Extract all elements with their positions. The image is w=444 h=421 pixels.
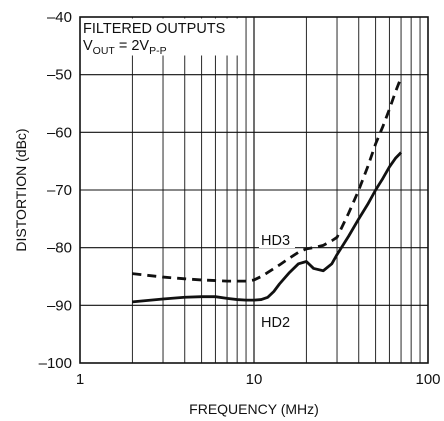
plot-frame [79,16,429,364]
series-line-hd3 [132,77,403,283]
y-tick-label: –70 [47,182,72,199]
annotation-line-2: VOUT = 2VP-P [83,38,167,57]
series-label-hd3: HD3 [261,233,290,249]
annotation-background [81,18,239,56]
x-tick-label: 100 [415,371,440,388]
series-label-hd3-background [259,232,295,248]
vout-equals: = 2V [115,38,150,54]
y-tick-label: –40 [47,9,72,26]
y-axis-title: DISTORTION (dBc) [13,128,29,251]
x-axis-title: FREQUENCY (MHz) [189,401,319,417]
series-line-hd2 [132,151,403,304]
x-tick-label: 1 [76,371,84,388]
series-layer [132,77,403,304]
vout-subscript: OUT [93,45,116,57]
y-tick-label: –60 [47,124,72,141]
y-tick-label: –50 [47,67,72,84]
vout-v: V [83,38,93,54]
vpp-subscript: P-P [149,45,167,57]
annotation-line-1: FILTERED OUTPUTS [83,21,225,37]
y-tick-label: –90 [47,297,72,314]
x-tick-label: 10 [246,371,263,388]
y-tick-label: –100 [39,355,72,372]
series-label-hd2: HD2 [261,315,290,331]
y-tick-label: –80 [47,240,72,257]
